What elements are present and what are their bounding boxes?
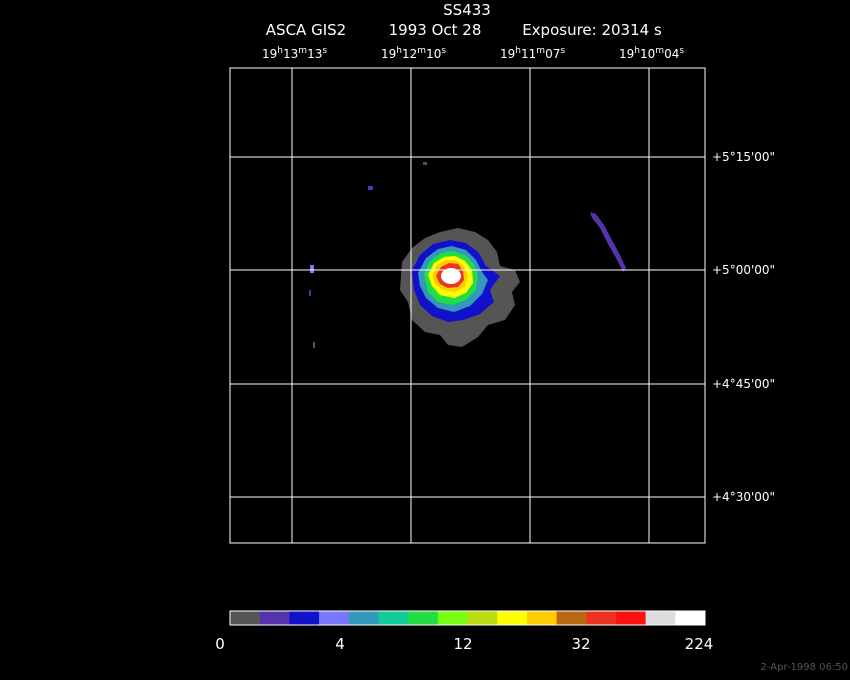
colorbar-segment [408, 611, 439, 625]
ra-unit: m [298, 46, 307, 56]
ra-unit: h [396, 46, 402, 56]
colorbar: 0 4 12 32 224 [215, 610, 714, 653]
ra-labels: 19h13m13s 19h12m10s 19h11m07s 19h10m04s [262, 46, 684, 61]
colorbar-segment [645, 611, 676, 625]
ra-number: 13 [307, 47, 322, 61]
frame [229, 67, 706, 544]
colorbar-segment [615, 611, 647, 625]
colorbar-segment [675, 611, 706, 625]
colorbar-segment [467, 611, 498, 625]
colorbar-segment [497, 611, 528, 625]
colorbar-segment [230, 611, 261, 625]
colorbar-segment [526, 611, 558, 625]
ra-number: 19 [619, 47, 634, 61]
ra-number: 07 [545, 47, 560, 61]
colorbar-label: 32 [571, 635, 590, 653]
timestamp: 2-Apr-1998 06:50 [761, 662, 848, 673]
colorbar-segment [437, 611, 468, 625]
ra-number: 13 [283, 47, 298, 61]
ra-unit: s [679, 46, 684, 56]
dec-labels: +5°15'00" +5°00'00" +4°45'00" +4°30'00" [712, 150, 775, 504]
colorbar-label: 0 [215, 635, 225, 653]
ra-label: 19h12m10s [381, 46, 446, 61]
dec-label: +5°15'00" [712, 150, 775, 164]
ra-unit: h [634, 46, 640, 56]
ra-number: 11 [521, 47, 536, 61]
coordinate-grid [229, 67, 706, 544]
ra-unit: s [441, 46, 446, 56]
ra-unit: m [536, 46, 545, 56]
colorbar-segment [586, 611, 617, 625]
ra-number: 19 [262, 47, 277, 61]
colorbar-segment [259, 611, 290, 625]
subtitle: 1993 Oct 28 [389, 21, 482, 39]
ra-number: 19 [381, 47, 396, 61]
colorbar-segment [289, 611, 320, 625]
ra-label: 19h10m04s [619, 46, 684, 61]
dec-label: +4°45'00" [712, 377, 775, 391]
ra-label: 19h11m07s [500, 46, 565, 61]
ra-label: 19h13m13s [262, 46, 327, 61]
dec-label: +4°30'00" [712, 490, 775, 504]
colorbar-label: 224 [685, 635, 714, 653]
xray-image [309, 162, 626, 348]
ra-number: 12 [402, 47, 417, 61]
ra-unit: s [322, 46, 327, 56]
ra-number: 04 [664, 47, 679, 61]
ra-unit: m [417, 46, 426, 56]
ra-number: 10 [426, 47, 441, 61]
colorbar-segment [378, 611, 409, 625]
dec-label: +5°00'00" [712, 263, 775, 277]
subtitle: ASCA GIS2 [266, 21, 346, 39]
colorbar-segment [556, 611, 587, 625]
ra-unit: s [560, 46, 565, 56]
colorbar-frame [229, 610, 706, 626]
ra-number: 10 [640, 47, 655, 61]
subtitle: Exposure: 20314 s [522, 21, 662, 39]
ra-number: 19 [500, 47, 515, 61]
colorbar-label: 4 [335, 635, 345, 653]
title: SS433 [443, 1, 491, 19]
ra-unit: h [515, 46, 521, 56]
ra-unit: h [277, 46, 283, 56]
colorbar-segment [319, 611, 350, 625]
colorbar-segment [348, 611, 379, 625]
colorbar-label: 12 [453, 635, 472, 653]
ra-unit: m [655, 46, 664, 56]
